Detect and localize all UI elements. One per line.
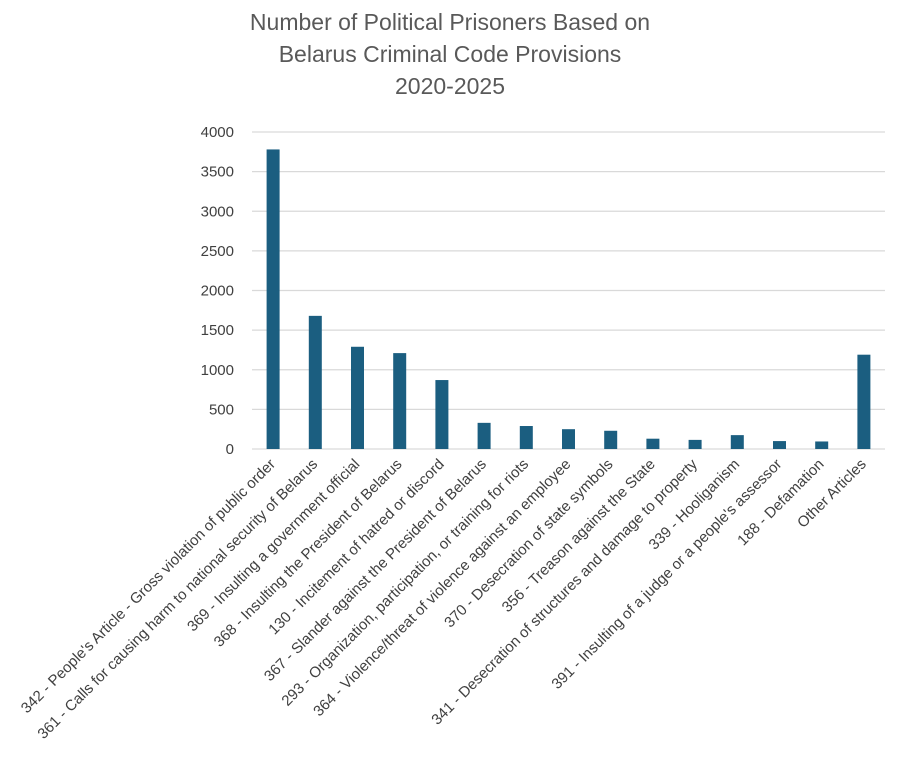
- y-tick-label: 4000: [201, 124, 234, 141]
- x-category-label: 356 - Treason against the State: [499, 456, 659, 616]
- y-tick-label: 3000: [201, 203, 234, 220]
- bar: [815, 441, 829, 449]
- bar: [477, 422, 491, 449]
- bar: [773, 441, 786, 449]
- bar: [435, 380, 449, 449]
- y-tick-label: 2000: [201, 283, 234, 300]
- bar: [308, 315, 322, 449]
- bar: [730, 435, 744, 449]
- y-axis-tick-labels: 0 500 1000 1500 2000 2500 3000 3500 4000: [201, 124, 234, 458]
- y-tick-label: 1000: [201, 362, 234, 379]
- chart-title-line-1: Number of Political Prisoners Based on: [249, 9, 651, 35]
- x-axis-category-labels: 342 - People's Article - Gross violation…: [18, 455, 870, 742]
- y-tick-label: 500: [209, 401, 234, 418]
- bar: [351, 346, 364, 449]
- bar: [562, 429, 575, 449]
- gridlines: [252, 131, 885, 450]
- y-tick-label: 1500: [201, 322, 234, 339]
- bar: [519, 426, 533, 449]
- bar: [604, 430, 618, 449]
- x-category-label: 361 - Calls for causing harm to national…: [34, 456, 321, 743]
- bars: [266, 149, 871, 449]
- bar: [688, 439, 702, 449]
- bar: [266, 149, 280, 449]
- chart-title: Number of Political Prisoners Based on B…: [0, 6, 900, 102]
- chart-title-line-3: 2020-2025: [395, 73, 505, 99]
- bar: [393, 353, 407, 449]
- bar: [646, 438, 660, 449]
- y-tick-label: 3500: [201, 164, 234, 181]
- bar: [857, 354, 871, 449]
- chart-title-line-2: Belarus Criminal Code Provisions: [278, 41, 622, 67]
- y-tick-label: 2500: [201, 243, 234, 260]
- y-tick-label: 0: [226, 441, 234, 458]
